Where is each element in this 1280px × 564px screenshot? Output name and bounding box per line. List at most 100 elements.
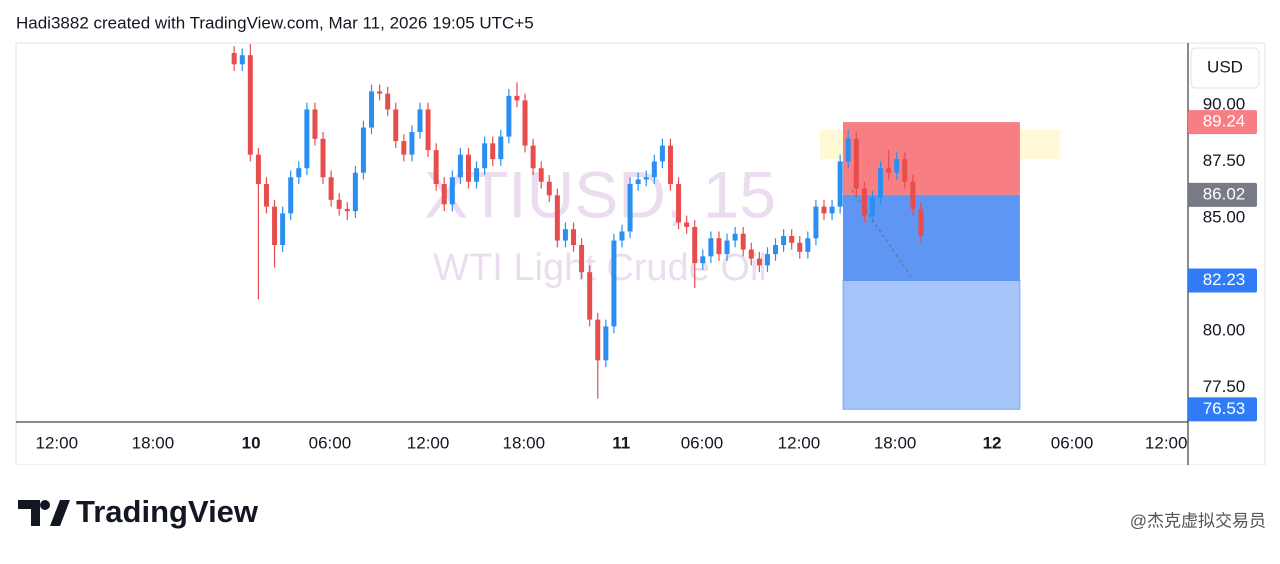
candle-body — [571, 229, 577, 246]
candle-body — [789, 236, 795, 243]
watermark-author: @杰克虚拟交易员 — [1130, 511, 1266, 530]
x-tick-label: 12:00 — [407, 433, 450, 452]
candle-body — [344, 208, 350, 212]
candle-body — [773, 245, 779, 255]
price-label: 82.23 — [1203, 270, 1246, 289]
candle-body — [894, 159, 900, 173]
candle-body — [732, 233, 738, 241]
candle-body — [837, 161, 843, 207]
candle-body — [417, 109, 423, 133]
candle-body — [756, 258, 762, 266]
y-tick-label: 87.50 — [1203, 151, 1246, 170]
candle-body — [918, 208, 924, 237]
candle-body — [821, 206, 827, 214]
candle-body — [482, 143, 488, 169]
candle-body — [360, 127, 366, 173]
y-tick-label: 77.50 — [1203, 377, 1246, 396]
candle-body — [272, 206, 278, 246]
candle-body — [764, 254, 770, 266]
watermark-symbol: XTIUSD, 15 — [424, 157, 776, 231]
candle-body — [716, 238, 722, 255]
candle-body — [336, 199, 342, 209]
candle-body — [231, 52, 237, 65]
candle-body — [595, 319, 601, 361]
candle-body — [853, 138, 859, 189]
candle-body — [296, 168, 302, 178]
currency-button[interactable] — [1190, 47, 1260, 89]
target2-zone — [842, 280, 1020, 410]
target2-outline — [842, 280, 1021, 410]
x-tick-label: 18:00 — [874, 433, 917, 452]
x-tick-label: 12:00 — [778, 433, 821, 452]
brand-logo-dot — [40, 500, 50, 510]
candle-body — [845, 138, 851, 162]
candle-body — [748, 249, 754, 259]
x-tick-label: 12:00 — [1145, 433, 1188, 452]
candle-body — [449, 177, 455, 205]
candle-body — [377, 91, 383, 94]
candle-body — [684, 222, 690, 227]
axes: 77.50 80.00 85.00 87.50 90.00 12:00 18:00 10 06:… — [36, 94, 1257, 452]
y-tick-label: 90.00 — [1203, 94, 1246, 113]
price-label: 89.24 — [1203, 112, 1246, 131]
candles — [231, 43, 924, 399]
price-label-box — [1188, 110, 1257, 135]
candle-body — [886, 168, 892, 173]
brand-logo — [18, 500, 70, 526]
candle-body — [878, 168, 884, 198]
candle-body — [239, 55, 245, 65]
x-tick-label: 06:00 — [1051, 433, 1094, 452]
candle-body — [740, 233, 746, 250]
candle-body — [869, 197, 875, 216]
candle-body — [522, 100, 528, 146]
candle-body — [724, 240, 730, 255]
x-tick-label: 12 — [983, 433, 1002, 452]
candle-body — [304, 109, 310, 169]
candle-body — [667, 145, 673, 185]
candle-body — [562, 229, 568, 241]
price-label: 76.53 — [1203, 399, 1246, 418]
candle-body — [328, 177, 334, 200]
candle-body — [619, 231, 625, 241]
candle-body — [708, 238, 714, 257]
candle-body — [409, 132, 415, 155]
candle-body — [861, 188, 867, 216]
candle-body — [425, 109, 431, 151]
candle-body — [554, 195, 560, 241]
candle-body — [546, 181, 552, 196]
x-tick-label: 18:00 — [132, 433, 175, 452]
y-tick-label: 80.00 — [1203, 320, 1246, 339]
candle-body — [910, 181, 916, 209]
candle-body — [700, 256, 706, 264]
candle-body — [829, 206, 835, 214]
candle-body — [352, 172, 358, 212]
candle-body — [457, 154, 463, 178]
candle-body — [247, 55, 253, 155]
candle-body — [676, 184, 682, 223]
candle-body — [651, 161, 657, 178]
candle-body — [781, 236, 787, 246]
candle-body — [393, 109, 399, 142]
y-tick-label: 85.00 — [1203, 207, 1246, 226]
candle-body — [635, 179, 641, 185]
x-tick-label: 18:00 — [503, 433, 546, 452]
candle-body — [506, 95, 512, 137]
candle-body — [490, 143, 496, 160]
candle-body — [579, 245, 585, 273]
candle-body — [369, 91, 375, 128]
candle-body — [263, 184, 269, 207]
x-tick-label: 10 — [242, 433, 261, 452]
currency[interactable]: USD — [1207, 57, 1243, 76]
drawings — [819, 122, 1061, 410]
candle-body — [643, 177, 649, 180]
candle-body — [514, 95, 520, 101]
x-tick-label: 11 — [612, 433, 630, 452]
candle-body — [587, 272, 593, 320]
candle-body — [603, 326, 609, 361]
candle-body — [530, 145, 536, 169]
stop-zone — [842, 122, 1020, 195]
candle-body — [538, 168, 544, 182]
header: Hadi3882 created with TradingView.com, M… — [16, 13, 534, 32]
x-tick-label: 12:00 — [36, 433, 79, 452]
